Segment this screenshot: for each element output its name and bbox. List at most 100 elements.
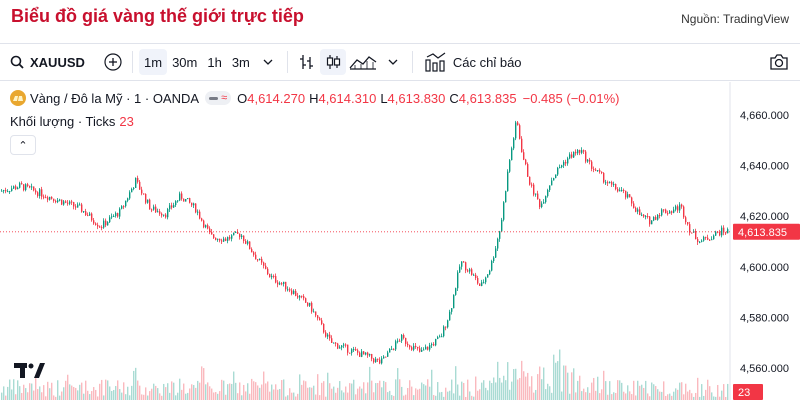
- candle-body: [335, 342, 337, 344]
- volume-bar: [29, 383, 31, 400]
- candle-body: [505, 191, 507, 203]
- indicators-button[interactable]: Các chỉ báo: [419, 48, 528, 76]
- candle-body: [173, 205, 175, 208]
- candle-body: [437, 337, 439, 340]
- add-symbol-button[interactable]: [100, 49, 126, 75]
- volume-bar: [663, 381, 665, 400]
- volume-bar: [235, 382, 237, 400]
- candle-body: [301, 295, 303, 297]
- interval-dropdown[interactable]: [255, 49, 281, 75]
- volume-bar: [175, 395, 177, 400]
- candle-body: [227, 237, 229, 241]
- volume-bar: [227, 384, 229, 400]
- interval-1h[interactable]: 1h: [207, 54, 222, 70]
- chevron-up-icon: ⌃: [18, 139, 28, 152]
- candle-body: [345, 344, 347, 346]
- volume-bar: [489, 380, 491, 400]
- candle-body: [621, 189, 623, 191]
- candle-body: [533, 184, 535, 195]
- volume-bar: [725, 396, 727, 400]
- candle-body: [63, 201, 65, 205]
- candle-body: [185, 199, 187, 202]
- interval-3m[interactable]: 3m: [231, 54, 250, 70]
- candle-body: [221, 240, 223, 242]
- candle-body: [619, 190, 621, 192]
- candle-body: [323, 323, 325, 333]
- tradingview-logo-icon[interactable]: [14, 360, 46, 380]
- volume-bar: [551, 392, 553, 400]
- candle-body: [491, 261, 493, 271]
- candle-body: [165, 214, 167, 218]
- volume-bar: [577, 380, 579, 400]
- candle-body: [103, 220, 105, 228]
- low-value: 4,613.830: [387, 90, 446, 106]
- symbol-search-button[interactable]: XAUUSD: [10, 48, 100, 76]
- volume-bar: [51, 382, 53, 400]
- toolbar-divider: [286, 51, 288, 73]
- candle-body: [597, 170, 599, 172]
- candle-body: [439, 336, 441, 338]
- candle-body: [373, 358, 375, 363]
- candle-body: [93, 220, 95, 224]
- volume-bar: [83, 393, 85, 400]
- volume-bar: [483, 380, 485, 400]
- y-tick-label: 4,600.000: [740, 262, 789, 274]
- volume-bar: [43, 385, 45, 400]
- candle-body: [635, 207, 637, 212]
- area-chart-button[interactable]: [346, 49, 380, 75]
- price-chart[interactable]: 4,560.000 4,580.000 4,600.000 4,620.000 4,64…: [0, 82, 800, 400]
- candles-button[interactable]: [319, 49, 346, 75]
- volume-bar: [31, 383, 33, 400]
- volume-bar: [519, 377, 521, 400]
- candle-body: [317, 315, 319, 319]
- volume-bar: [205, 384, 207, 400]
- volume-bar: [545, 389, 547, 400]
- volume-bar: [311, 387, 313, 400]
- volume-bar: [155, 385, 157, 400]
- volume-bar: [591, 382, 593, 400]
- volume-bar: [5, 395, 7, 400]
- volume-bar: [157, 388, 159, 400]
- chart-type-dropdown[interactable]: [380, 49, 406, 75]
- volume-bar: [153, 383, 155, 400]
- snapshot-button[interactable]: [766, 49, 792, 75]
- volume-bar: [211, 388, 213, 400]
- candle-body: [307, 302, 309, 306]
- volume-bar: [85, 380, 87, 400]
- volume-bar: [113, 389, 115, 400]
- candle-body: [261, 258, 263, 263]
- volume-bar: [515, 368, 517, 400]
- volume-bar: [263, 371, 265, 400]
- volume-bar: [103, 395, 105, 400]
- volume-bar: [75, 387, 77, 400]
- interval-1m[interactable]: 1m: [139, 49, 168, 75]
- bar-chart-button[interactable]: [294, 49, 320, 75]
- candle-body: [169, 205, 171, 210]
- candle-body: [397, 340, 399, 342]
- volume-bar: [49, 388, 51, 400]
- candle-body: [69, 201, 71, 204]
- candle-body: [655, 216, 657, 220]
- candle-body: [361, 351, 363, 357]
- interval-30m[interactable]: 30m: [172, 54, 198, 70]
- candle-body: [627, 194, 629, 198]
- candle-body: [429, 345, 431, 350]
- volume-bar: [375, 383, 377, 400]
- candle-body: [313, 311, 315, 313]
- candle-body: [113, 216, 115, 218]
- collapse-legend-button[interactable]: ⌃: [10, 135, 36, 155]
- status-pill[interactable]: ≈: [205, 91, 232, 105]
- volume-bar: [69, 384, 71, 400]
- volume-bar: [11, 389, 13, 400]
- volume-bar: [115, 386, 117, 400]
- candle-body: [305, 298, 307, 303]
- volume-bar: [297, 393, 299, 400]
- candle-body: [333, 342, 335, 344]
- volume-bar: [657, 389, 659, 400]
- volume-bar: [571, 372, 573, 400]
- volume-bar: [17, 380, 19, 400]
- volume-bar: [637, 380, 639, 400]
- candle-body: [405, 337, 407, 344]
- volume-bar: [517, 379, 519, 400]
- volume-bar: [325, 396, 327, 400]
